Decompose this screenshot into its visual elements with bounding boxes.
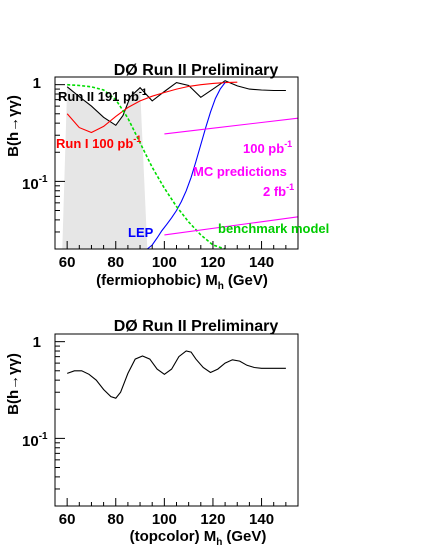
legend-benchmark: benchmark model (218, 221, 329, 236)
legend-run1-sup: -1 (133, 134, 141, 144)
label-100pb-sup: -1 (284, 139, 292, 149)
legend-lep: LEP (128, 225, 154, 240)
series-line-run-i-100-pb (66, 81, 238, 134)
x-tick-label: 100 (152, 511, 177, 528)
panel-bottom: DØ Run II Preliminary 60 80 100 120 140 1 10… (5, 318, 299, 548)
x-tick-label: 100 (152, 254, 177, 271)
ytick-exp-bottom: -1 (39, 431, 48, 442)
x-tick-label: 140 (249, 511, 274, 528)
legend-run1-text: Run I 100 pb (56, 136, 133, 151)
legend-run2-text: Run II 191 pb (58, 89, 139, 104)
ytick-label-1-top: 1 (33, 75, 41, 92)
panel-top: DØ Run II Preliminary 60 80 100 120 140 1 10… (5, 62, 329, 292)
series-line-run-ii-191-pb (66, 80, 286, 127)
series-line-benchmark-model (67, 83, 226, 250)
x-tick-label: 120 (200, 254, 225, 271)
series-line-2-fb (164, 216, 299, 236)
x-axis-label-sub-bottom: h (216, 537, 222, 548)
ytick-base-top: 10 (22, 176, 39, 193)
excluded-region-shading (62, 86, 148, 249)
plot-area-top: 60 80 100 120 140 (54, 76, 299, 271)
x-tick-label: 80 (107, 511, 124, 528)
y-axis-label-top: B(h→γγ) (5, 95, 22, 157)
plot-area-bottom: 60 80 100 120 140 (54, 333, 299, 528)
ytick-label-10-top: 10-1 (22, 174, 48, 193)
label-2fb-sup: -1 (286, 182, 294, 192)
series-line-lep (146, 82, 226, 250)
label-mc-predictions: MC predictions (193, 164, 287, 179)
legend-run1: Run I 100 pb-1 (56, 134, 141, 151)
x-axis-label-unit-bottom: (GeV) (226, 528, 266, 545)
label-2fb-text: 2 fb (263, 184, 286, 199)
ytick-base-bottom: 10 (22, 433, 39, 450)
label-100pb-text: 100 pb (243, 141, 284, 156)
x-tick-label: 60 (59, 254, 76, 271)
ytick-exp-top: -1 (39, 174, 48, 185)
chart-title-top: DØ Run II Preliminary (114, 62, 279, 79)
label-2fb: 2 fb-1 (263, 182, 294, 199)
x-axis-label-main-bottom: (topcolor) M (130, 528, 217, 545)
x-axis-label-main-top: (fermiophobic) M (96, 272, 218, 289)
legend-run2: Run II 191 pb-1 (58, 87, 147, 104)
x-axis-label-top: (fermiophobic) Mh (GeV) (96, 272, 268, 292)
ytick-label-10-bottom: 10-1 (22, 431, 48, 450)
ytick-label-1-bottom: 1 (33, 334, 41, 351)
x-tick-label: 80 (107, 254, 124, 271)
label-100pb: 100 pb-1 (243, 139, 292, 156)
x-tick-label: 120 (200, 511, 225, 528)
x-tick-label: 60 (59, 511, 76, 528)
x-axis-label-unit-top: (GeV) (228, 272, 268, 289)
x-axis-label-bottom: (topcolor) Mh (GeV) (130, 528, 267, 548)
x-axis-label-sub-top: h (218, 281, 224, 292)
x-tick-label: 140 (249, 254, 274, 271)
legend-run2-sup: -1 (139, 87, 147, 97)
series-line-topcolor (67, 350, 286, 399)
y-axis-label-bottom: B(h→γγ) (5, 353, 22, 415)
series-line-100-pb (164, 117, 299, 135)
chart-title-bottom: DØ Run II Preliminary (114, 318, 279, 335)
